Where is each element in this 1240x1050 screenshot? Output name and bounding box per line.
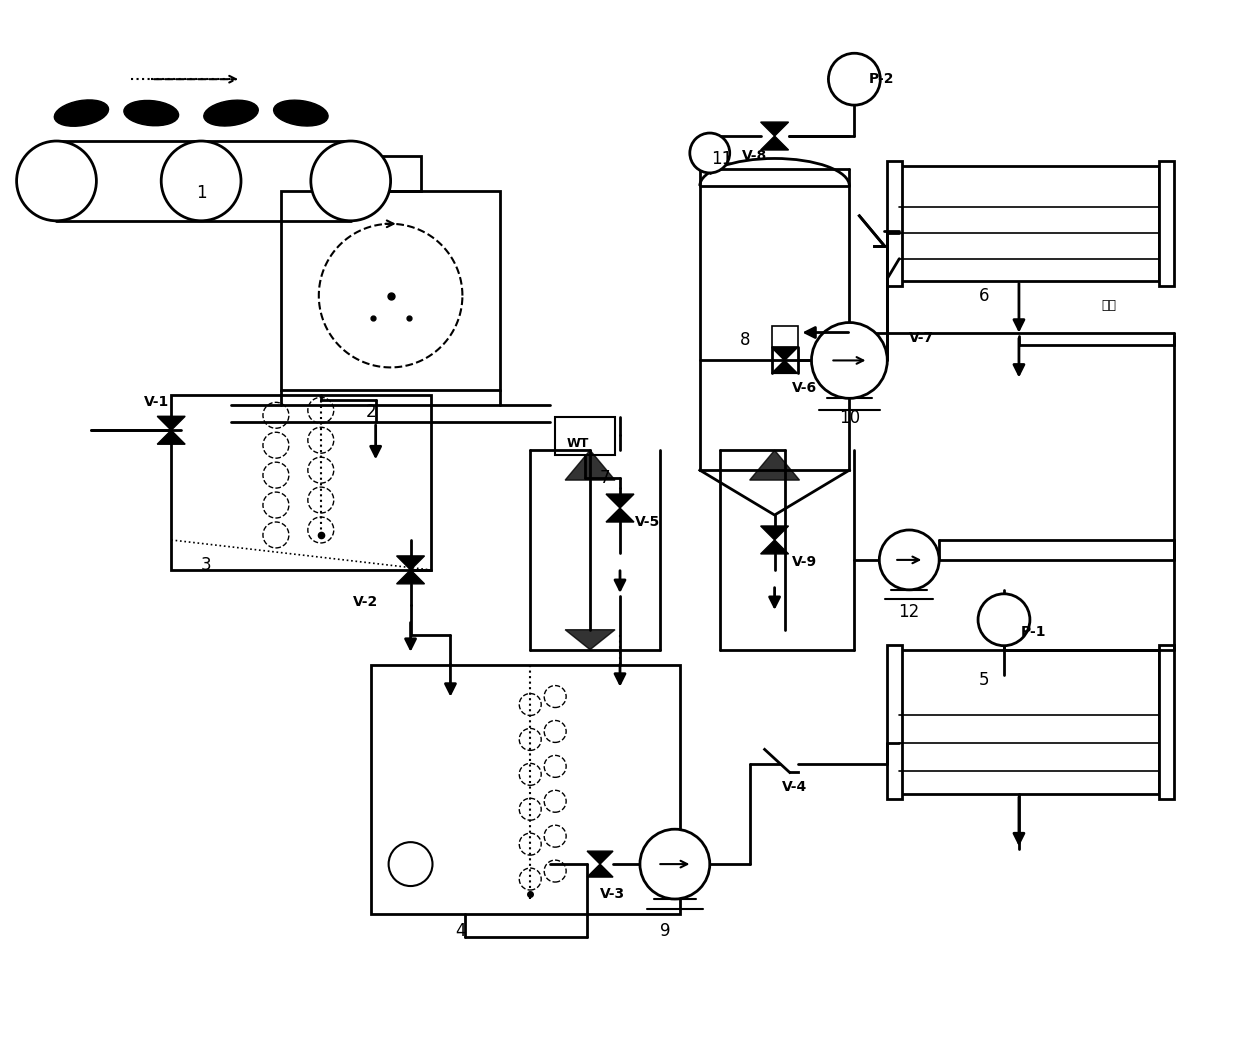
Bar bbox=[281, 191, 500, 391]
Bar bbox=[371, 665, 680, 914]
Text: 7: 7 bbox=[600, 469, 610, 487]
Bar bbox=[899, 166, 1158, 280]
Polygon shape bbox=[565, 630, 615, 650]
Text: 5: 5 bbox=[978, 671, 990, 689]
Text: 1: 1 bbox=[196, 184, 206, 202]
Polygon shape bbox=[587, 852, 613, 864]
Circle shape bbox=[640, 830, 709, 899]
Ellipse shape bbox=[55, 100, 109, 126]
Ellipse shape bbox=[124, 101, 179, 126]
Circle shape bbox=[978, 594, 1030, 646]
Circle shape bbox=[879, 530, 939, 590]
Bar bbox=[899, 650, 1158, 794]
Text: 排出: 排出 bbox=[1101, 299, 1116, 312]
Text: V-8: V-8 bbox=[742, 149, 768, 163]
Polygon shape bbox=[397, 555, 424, 570]
Text: V-5: V-5 bbox=[635, 514, 661, 529]
Text: 11: 11 bbox=[711, 150, 733, 168]
Text: V-3: V-3 bbox=[599, 887, 625, 901]
Bar bbox=[1158, 645, 1173, 799]
Polygon shape bbox=[606, 495, 634, 508]
Bar bbox=[556, 417, 615, 456]
Polygon shape bbox=[760, 136, 789, 150]
Polygon shape bbox=[771, 348, 797, 360]
Bar bbox=[331, 156, 420, 191]
Ellipse shape bbox=[203, 100, 258, 126]
Polygon shape bbox=[397, 570, 424, 584]
Bar bbox=[888, 645, 903, 799]
Polygon shape bbox=[771, 360, 797, 374]
Polygon shape bbox=[565, 450, 615, 480]
Text: 9: 9 bbox=[660, 922, 670, 940]
Polygon shape bbox=[587, 864, 613, 877]
Polygon shape bbox=[750, 450, 800, 480]
Circle shape bbox=[828, 54, 880, 105]
Text: 2: 2 bbox=[366, 403, 376, 421]
Text: P-2: P-2 bbox=[868, 72, 894, 86]
Bar bbox=[171, 396, 430, 570]
Text: V-1: V-1 bbox=[144, 396, 169, 410]
Bar bbox=[699, 186, 849, 470]
Text: V-9: V-9 bbox=[792, 554, 817, 569]
Polygon shape bbox=[157, 416, 185, 430]
Bar bbox=[1158, 161, 1173, 286]
Bar bbox=[771, 326, 797, 348]
Polygon shape bbox=[760, 122, 789, 136]
Text: V-6: V-6 bbox=[792, 381, 817, 396]
Circle shape bbox=[311, 141, 391, 220]
Text: 6: 6 bbox=[978, 287, 990, 304]
Ellipse shape bbox=[274, 100, 329, 126]
Text: V-4: V-4 bbox=[782, 780, 807, 794]
Text: WT: WT bbox=[567, 437, 589, 450]
Polygon shape bbox=[760, 540, 789, 554]
Polygon shape bbox=[157, 430, 185, 444]
Text: 12: 12 bbox=[899, 603, 920, 621]
Text: 8: 8 bbox=[739, 332, 750, 350]
Circle shape bbox=[689, 133, 729, 173]
Polygon shape bbox=[606, 508, 634, 522]
Text: V-2: V-2 bbox=[353, 594, 378, 609]
Text: 3: 3 bbox=[201, 555, 211, 574]
Text: P-1: P-1 bbox=[1022, 625, 1047, 638]
Circle shape bbox=[811, 322, 888, 398]
Text: 10: 10 bbox=[838, 410, 861, 427]
Polygon shape bbox=[760, 526, 789, 540]
Text: V-7: V-7 bbox=[909, 332, 934, 345]
Bar bbox=[888, 161, 903, 286]
Circle shape bbox=[161, 141, 241, 220]
Circle shape bbox=[16, 141, 97, 220]
Text: 4: 4 bbox=[455, 922, 466, 940]
